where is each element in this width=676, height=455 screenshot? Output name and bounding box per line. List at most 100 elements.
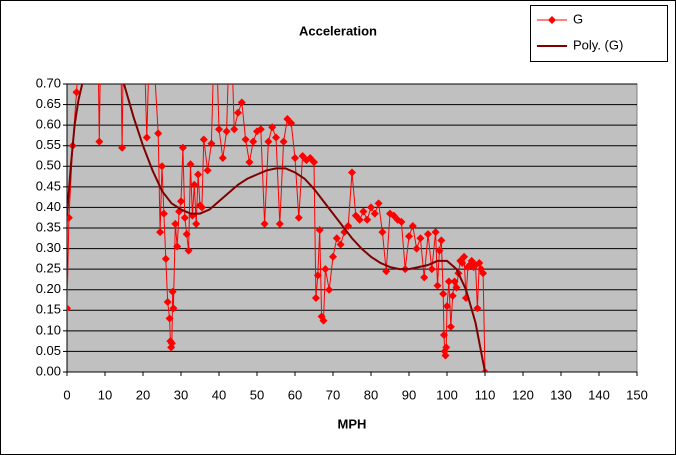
data-point [344,221,353,230]
data-point [475,258,484,267]
data-point [424,230,432,239]
data-point [442,343,451,352]
y-tick-label: 0.10 [36,322,61,337]
data-point [359,207,368,216]
data-point [194,170,203,179]
data-point [256,125,265,134]
data-point [416,234,425,243]
x-tick-label: 100 [436,387,458,402]
data-point [397,217,406,226]
data-point [237,98,246,107]
data-point [222,127,231,136]
legend-box [530,5,668,62]
y-tick-label: 0.55 [36,137,61,152]
data-point [230,125,239,134]
legend-marker [548,16,556,24]
data-point [218,154,227,163]
x-tick-label: 130 [550,387,572,402]
data-point [291,154,299,163]
data-point [264,137,273,146]
x-tick-label: 90 [402,387,416,402]
data-point [444,277,453,286]
y-tick-label: 0.20 [36,281,61,296]
y-tick-label: 0.65 [36,96,61,111]
data-point [180,213,189,222]
data-point [458,258,467,267]
data-point [72,88,81,97]
x-tick-label: 150 [626,387,648,402]
y-tick-label: 0.45 [36,178,61,193]
data-point [169,304,178,313]
x-tick-label: 140 [588,387,610,402]
data-point [203,166,212,175]
y-tick-label: 0.70 [36,75,61,90]
y-tick-label: 0.15 [36,302,61,317]
data-point [118,143,127,152]
y-tick-label: 0.35 [36,219,61,234]
y-tick-label: 0.05 [36,343,61,358]
data-point [435,246,444,255]
x-tick-label: 40 [212,387,226,402]
x-tick-label: 10 [98,387,112,402]
data-point [67,213,73,222]
data-point [182,230,191,239]
x-tick-label: 0 [63,387,70,402]
data-point [245,158,254,167]
data-point [156,228,165,237]
data-point [479,269,488,278]
data-point [374,199,383,208]
data-point [439,330,448,339]
data-point [178,143,187,152]
x-axis-label: MPH [338,416,367,431]
data-point [405,232,413,241]
data-point [319,316,328,325]
data-point [241,135,250,144]
data-point [452,283,461,292]
y-tick-label: 0.25 [36,261,61,276]
y-tick-label: 0.50 [36,158,61,173]
data-point [441,351,450,360]
data-point [420,273,429,282]
data-point [321,265,330,274]
data-point [448,291,457,300]
trend-line [67,84,486,372]
data-point [408,221,417,230]
data-point [355,215,364,224]
data-point [313,271,322,280]
data-point [173,242,182,251]
data-point [268,123,277,132]
data-point [249,137,258,146]
data-point [67,304,71,313]
data-point [460,252,469,261]
data-point [272,133,280,142]
data-point [95,137,104,146]
data-point [190,180,199,189]
data-point [167,339,176,348]
data-point [154,129,163,138]
legend-label: G [573,11,583,26]
data-point [378,228,387,237]
x-tick-label: 120 [512,387,534,402]
data-point [325,285,334,294]
data-point [171,219,180,228]
data-point [186,160,195,169]
data-point [382,267,391,276]
data-point [311,293,320,302]
data-point [287,119,296,128]
data-point [412,244,421,253]
data-point [165,314,174,323]
y-tick-label: 0.40 [36,199,61,214]
data-point [184,246,193,255]
x-tick-label: 80 [364,387,378,402]
data-point [437,236,446,245]
data-point [443,302,451,311]
y-tick-label: 0.00 [36,363,61,378]
data-point [446,322,455,331]
data-point [367,203,375,212]
data-point [433,281,442,290]
data-point [234,108,242,117]
data-point [363,215,372,224]
data-point [158,162,166,171]
x-tick-label: 30 [174,387,188,402]
legend-label: Poly. (G) [573,37,623,52]
